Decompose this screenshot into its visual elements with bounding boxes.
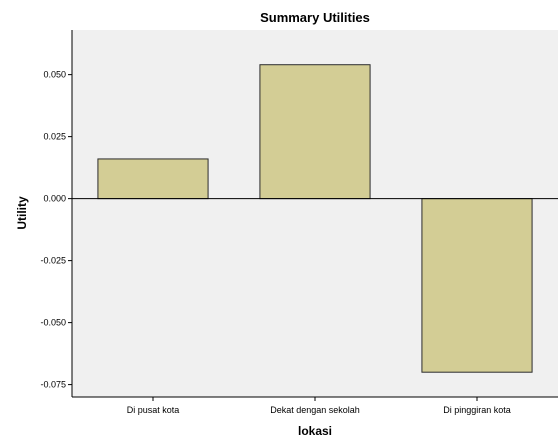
x-tick-label: Dekat dengan sekolah [270, 405, 360, 415]
y-tick-label: 0.050 [43, 70, 66, 80]
y-tick-label: -0.025 [40, 256, 66, 266]
x-axis-label: lokasi [297, 424, 333, 438]
bar [97, 158, 209, 200]
x-tick-label: Di pinggiran kota [443, 405, 511, 415]
bar [259, 64, 371, 200]
x-tick-label: Di pusat kota [127, 405, 180, 415]
y-tick-label: 0.000 [43, 194, 66, 204]
y-tick-label: -0.075 [40, 380, 66, 390]
chart-title: Summary Utilities [260, 10, 370, 25]
y-tick-label: 0.025 [43, 132, 66, 142]
y-tick-label: -0.050 [40, 318, 66, 328]
bar [421, 198, 533, 373]
